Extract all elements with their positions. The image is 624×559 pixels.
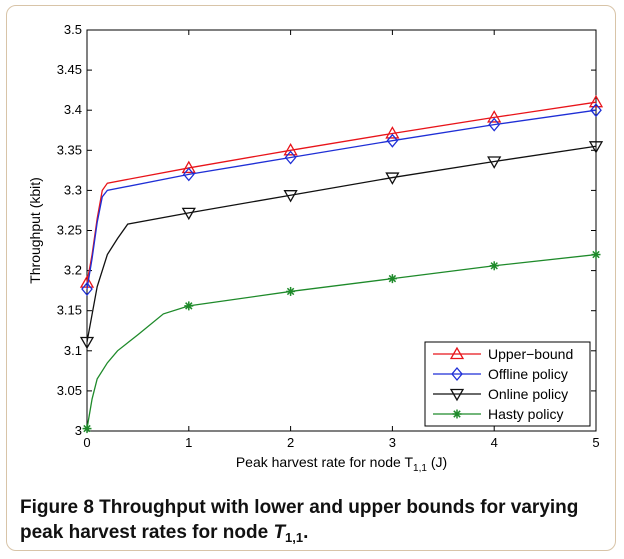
caption-label: Figure 8 (20, 497, 94, 518)
data-point-marker (284, 150, 297, 165)
data-point-marker (386, 133, 399, 148)
data-point-marker-shape (488, 117, 501, 132)
figure-frame (6, 5, 616, 551)
data-point-marker (82, 424, 92, 434)
data-point-marker (487, 156, 502, 169)
data-point-marker (385, 126, 400, 139)
legend-marker-0-shape (449, 346, 465, 360)
y-axis-label: Throughput (kbit) (27, 177, 43, 284)
data-point-marker (387, 274, 397, 284)
legend-label-0: Upper−bound (488, 346, 573, 362)
data-point-marker-shape (386, 133, 399, 148)
y-tick-label: 3.3 (64, 182, 82, 197)
legend: Upper−bound Offline policy Online policy Ha… (424, 341, 591, 427)
data-point-marker-shape (283, 190, 298, 203)
x-tick-label: 5 (592, 435, 599, 450)
line-chart: 3 3.05 3.1 3.15 3.2 3.25 3.3 3.35 3.4 3.45 3.5 0 1 2 3… (27, 22, 604, 474)
data-point-marker (286, 286, 296, 296)
x-axis-label-unit: (J) (427, 454, 447, 470)
data-point-marker-shape (590, 103, 602, 118)
data-point-marker (487, 110, 502, 123)
data-point-marker-stroke (490, 262, 498, 270)
data-point-marker (489, 261, 499, 271)
data-point-marker-shape (284, 150, 297, 165)
caption-math-sub: 1,1 (285, 530, 304, 545)
data-point-marker-stroke (286, 287, 295, 296)
x-axis-label-main: Peak harvest rate for node T (236, 454, 414, 470)
y-tick-label: 3.5 (64, 22, 82, 37)
data-point-marker (588, 141, 604, 154)
data-point-marker (81, 282, 93, 297)
caption-text: Throughput with lower and upper bounds f… (20, 497, 579, 543)
data-point-marker (79, 336, 95, 350)
data-point-marker-shape (81, 282, 93, 297)
data-point-marker-shape (79, 336, 95, 350)
x-tick-label: 1 (185, 435, 192, 450)
legend-marker-2 (449, 388, 465, 402)
data-point-marker-stroke (388, 274, 397, 283)
data-point-marker-shape (588, 141, 604, 154)
data-point-marker (184, 301, 194, 311)
data-point-marker-shape (588, 94, 604, 108)
data-point-marker-shape (181, 207, 196, 221)
y-tick-label: 3.45 (57, 62, 82, 77)
y-tick-label: 3.1 (64, 343, 82, 358)
y-tick-label: 3.2 (64, 263, 82, 278)
data-point-marker-shape (487, 156, 502, 169)
data-point-marker (283, 142, 298, 156)
y-tick-label: 3.4 (64, 102, 82, 117)
legend-marker-3 (452, 409, 462, 419)
data-point-marker (588, 94, 604, 108)
y-tick-label: 3 (75, 423, 82, 438)
data-point-marker (181, 160, 196, 174)
series-line-2 (86, 145, 597, 343)
y-tick-label: 3.15 (57, 303, 82, 318)
series-lines (79, 94, 604, 434)
axes: 3 3.05 3.1 3.15 3.2 3.25 3.3 3.35 3.4 3.45 3.5 0 1 2 3… (27, 22, 600, 474)
y-tick-label: 3.05 (57, 383, 82, 398)
legend-marker-0 (449, 346, 465, 360)
legend-label-1: Offline policy (488, 366, 568, 382)
series-line-3 (86, 253, 597, 429)
y-tick-label: 3.35 (57, 142, 82, 157)
data-point-marker (591, 250, 601, 260)
data-point-marker-shape (385, 172, 400, 185)
data-point-marker (488, 117, 501, 132)
data-point-marker-shape (181, 160, 196, 174)
x-axis-label-subscript: 1,1 (413, 463, 427, 474)
caption-math: T (273, 522, 286, 543)
series-line-1 (86, 109, 597, 290)
x-tick-label: 4 (491, 435, 498, 450)
x-tick-label: 0 (83, 435, 90, 450)
legend-marker-2-shape (449, 388, 465, 402)
legend-marker-3-stroke (453, 410, 461, 418)
data-point-marker (181, 207, 196, 221)
caption-end: . (303, 522, 309, 543)
legend-label-3: Hasty policy (488, 406, 563, 422)
legend-marker-1-shape (451, 366, 463, 382)
x-axis-label: Peak harvest rate for node T1,1 (J) (236, 454, 447, 474)
y-tick-label: 3.25 (57, 223, 82, 238)
x-tick-label: 2 (287, 435, 294, 450)
figure-caption: Figure 8 Throughput with lower and upper… (20, 495, 610, 550)
data-point-marker-stroke (185, 302, 193, 310)
legend-marker-1 (451, 366, 463, 382)
data-point-marker-stroke (592, 250, 600, 259)
data-point-marker-shape (385, 126, 400, 139)
data-point-marker-stroke (83, 424, 91, 433)
data-point-marker (385, 172, 400, 185)
data-point-marker-shape (487, 110, 502, 123)
legend-label-2: Online policy (488, 386, 568, 402)
series-line-0 (86, 101, 597, 283)
data-point-marker-shape (182, 167, 195, 182)
data-point-marker-shape (283, 142, 298, 156)
data-point-marker (590, 103, 602, 118)
data-point-marker (182, 167, 195, 182)
x-tick-label: 3 (389, 435, 396, 450)
data-point-marker (283, 190, 298, 203)
